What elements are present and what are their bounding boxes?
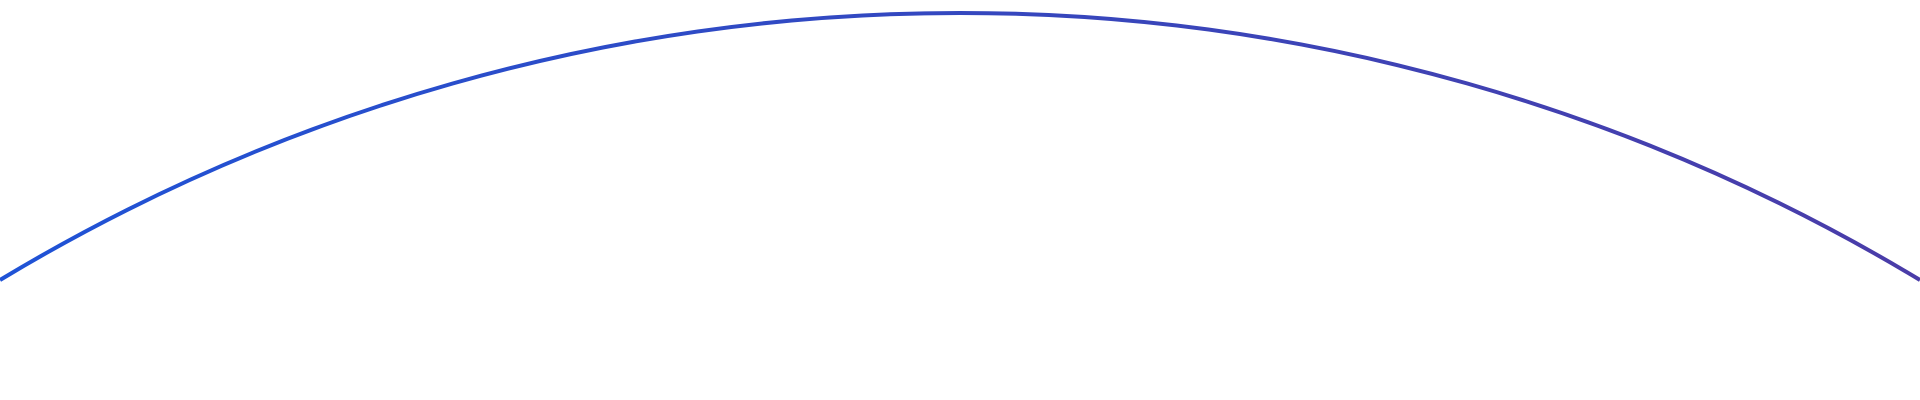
decorative-arc <box>0 11 1920 282</box>
